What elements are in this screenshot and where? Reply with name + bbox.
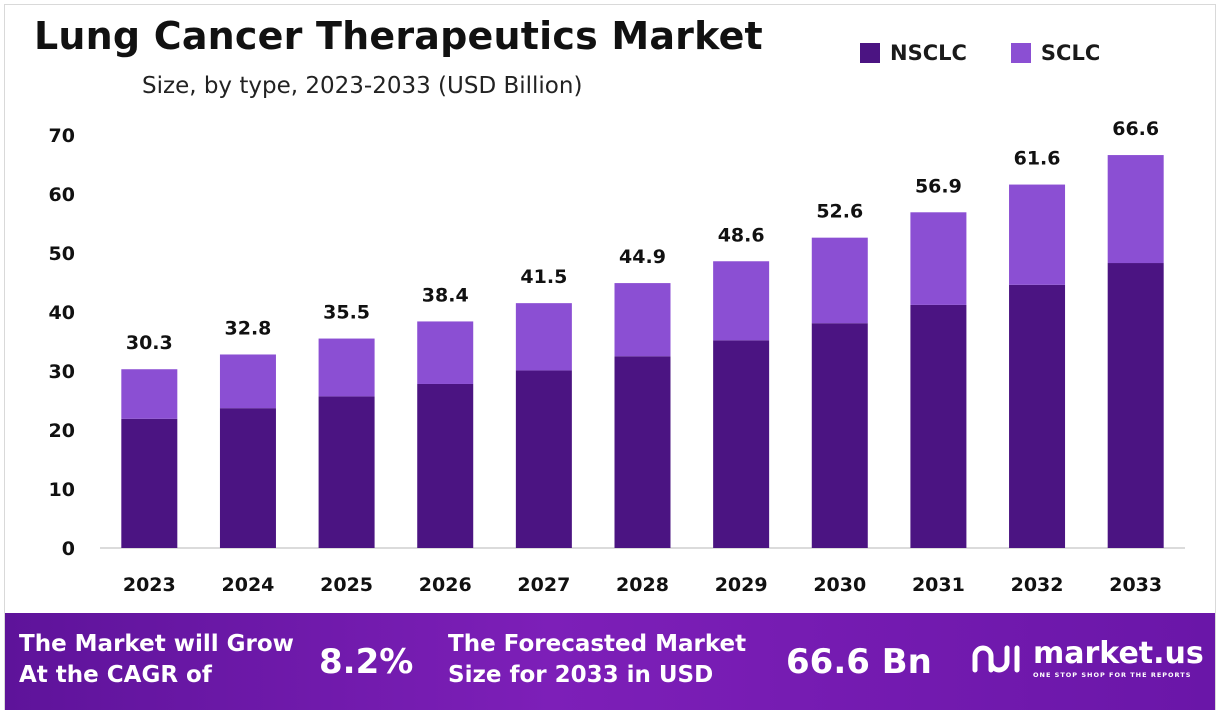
x-tick-label-2032: 2032 <box>1011 574 1064 596</box>
x-tick-label-2023: 2023 <box>123 574 176 596</box>
market-us-logo-icon <box>972 645 1020 673</box>
bar-nsclc-2023 <box>121 418 178 548</box>
bar-sclc-2033 <box>1107 155 1164 264</box>
bar-sclc-2030 <box>811 237 868 324</box>
bar-chart: 01020304050607030.3202332.8202435.520253… <box>49 118 1185 596</box>
x-tick-label-2026: 2026 <box>419 574 472 596</box>
y-tick-label: 40 <box>49 302 75 324</box>
x-tick-label-2028: 2028 <box>616 574 669 596</box>
chart-title: Lung Cancer Therapeutics Market <box>34 14 763 58</box>
data-label-2028: 44.9 <box>619 246 666 268</box>
summary-banner: The Market will Grow At the CAGR of 8.2%… <box>5 613 1215 710</box>
bar-sclc-2032 <box>1009 184 1066 285</box>
chart-subtitle: Size, by type, 2023-2033 (USD Billion) <box>142 73 583 99</box>
market-us-logo: market.us ONE STOP SHOP FOR THE REPORTS <box>971 639 1204 679</box>
x-tick-label-2030: 2030 <box>813 574 866 596</box>
legend-swatch-nsclc <box>860 43 880 63</box>
x-tick-label-2024: 2024 <box>222 574 275 596</box>
y-tick-label: 60 <box>49 184 75 206</box>
bar-sclc-2024 <box>219 354 276 409</box>
legend-label-sclc: SCLC <box>1040 41 1101 65</box>
y-tick-label: 50 <box>49 243 75 265</box>
data-label-2027: 41.5 <box>520 266 567 288</box>
y-tick-label: 10 <box>49 479 75 501</box>
legend: NSCLC SCLC <box>860 41 1100 65</box>
cagr-label-line2: At the CAGR of <box>19 662 212 688</box>
y-tick-label: 0 <box>62 538 75 560</box>
bar-nsclc-2025 <box>318 396 375 548</box>
data-label-2025: 35.5 <box>323 302 370 324</box>
forecast-value: 66.6 Bn <box>786 642 932 682</box>
bar-nsclc-2029 <box>713 340 770 548</box>
bar-nsclc-2031 <box>910 304 967 548</box>
cagr-label: The Market will Grow At the CAGR of <box>19 629 294 691</box>
cagr-label-line1: The Market will Grow <box>19 631 294 657</box>
bar-sclc-2026 <box>417 321 474 384</box>
bar-nsclc-2027 <box>515 370 572 548</box>
data-label-2030: 52.6 <box>816 201 863 223</box>
bar-nsclc-2024 <box>219 408 276 548</box>
bar-sclc-2027 <box>515 303 572 371</box>
bar-nsclc-2028 <box>614 356 671 548</box>
bar-nsclc-2032 <box>1009 284 1066 548</box>
cagr-value: 8.2% <box>319 642 414 682</box>
bar-sclc-2023 <box>121 369 178 419</box>
legend-label-nsclc: NSCLC <box>890 41 967 65</box>
forecast-label-line1: The Forecasted Market <box>448 631 747 657</box>
x-tick-label-2025: 2025 <box>320 574 373 596</box>
logo-tagline: ONE STOP SHOP FOR THE REPORTS <box>1033 671 1192 679</box>
y-tick-label: 20 <box>49 420 75 442</box>
data-label-2024: 32.8 <box>225 317 272 339</box>
legend-item-nsclc: NSCLC <box>860 41 967 65</box>
y-tick-label: 30 <box>49 361 75 383</box>
legend-swatch-sclc <box>1010 43 1031 63</box>
x-tick-label-2027: 2027 <box>517 574 570 596</box>
x-tick-label-2033: 2033 <box>1109 574 1162 596</box>
bar-sclc-2031 <box>910 212 967 305</box>
logo-text-block: market.us ONE STOP SHOP FOR THE REPORTS <box>1033 636 1204 680</box>
forecast-label-line2: Size for 2033 in USD <box>448 662 714 688</box>
data-label-2031: 56.9 <box>915 175 962 197</box>
data-label-2033: 66.6 <box>1112 118 1159 140</box>
bar-sclc-2029 <box>713 261 770 341</box>
x-tick-label-2029: 2029 <box>715 574 768 596</box>
data-label-2029: 48.6 <box>718 224 765 246</box>
bar-sclc-2028 <box>614 283 671 357</box>
bar-nsclc-2026 <box>417 383 474 548</box>
x-tick-label-2031: 2031 <box>912 574 965 596</box>
bar-sclc-2025 <box>318 338 375 397</box>
data-label-2023: 30.3 <box>126 332 173 354</box>
bar-nsclc-2030 <box>811 323 868 548</box>
data-label-2026: 38.4 <box>422 284 469 306</box>
bar-nsclc-2033 <box>1107 263 1164 548</box>
forecast-label: The Forecasted Market Size for 2033 in U… <box>448 629 746 691</box>
legend-item-sclc: SCLC <box>1010 41 1101 65</box>
logo-name: market.us <box>1033 636 1204 671</box>
y-tick-label: 70 <box>49 125 75 147</box>
data-label-2032: 61.6 <box>1014 148 1061 170</box>
